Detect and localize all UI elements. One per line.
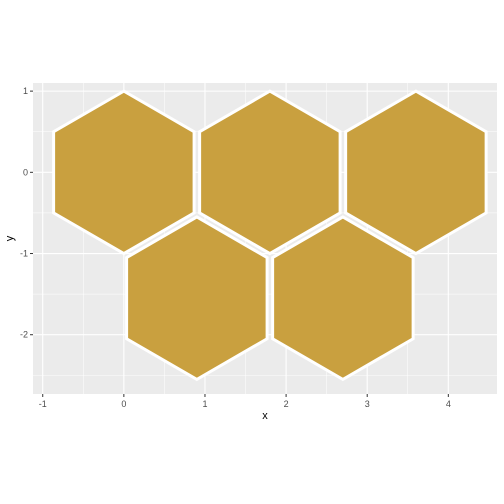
x-tick-label: 4 [446,399,451,409]
y-tick-label: -2 [20,330,28,340]
x-tick-label: 3 [365,399,370,409]
x-tick-label: 0 [121,399,126,409]
y-axis-title: y [4,235,16,241]
hexagon-mark [198,89,342,256]
hexagon-mark [125,215,269,382]
hexagon-mark [271,215,415,382]
hexagon-mark [52,89,196,256]
x-axis-ticks: -1 0 1 2 3 4 [39,394,451,409]
y-tick-label: 1 [23,86,28,96]
x-tick-label: 2 [284,399,289,409]
x-axis-title: x [262,410,268,422]
y-tick-label: -1 [20,249,28,259]
hexagon-mark [344,89,488,256]
x-tick-label: 1 [202,399,207,409]
y-tick-label: 0 [23,167,28,177]
y-axis-ticks: -2 -1 0 1 [20,86,33,340]
x-tick-label: -1 [39,399,47,409]
hexagon-layer [52,89,488,382]
